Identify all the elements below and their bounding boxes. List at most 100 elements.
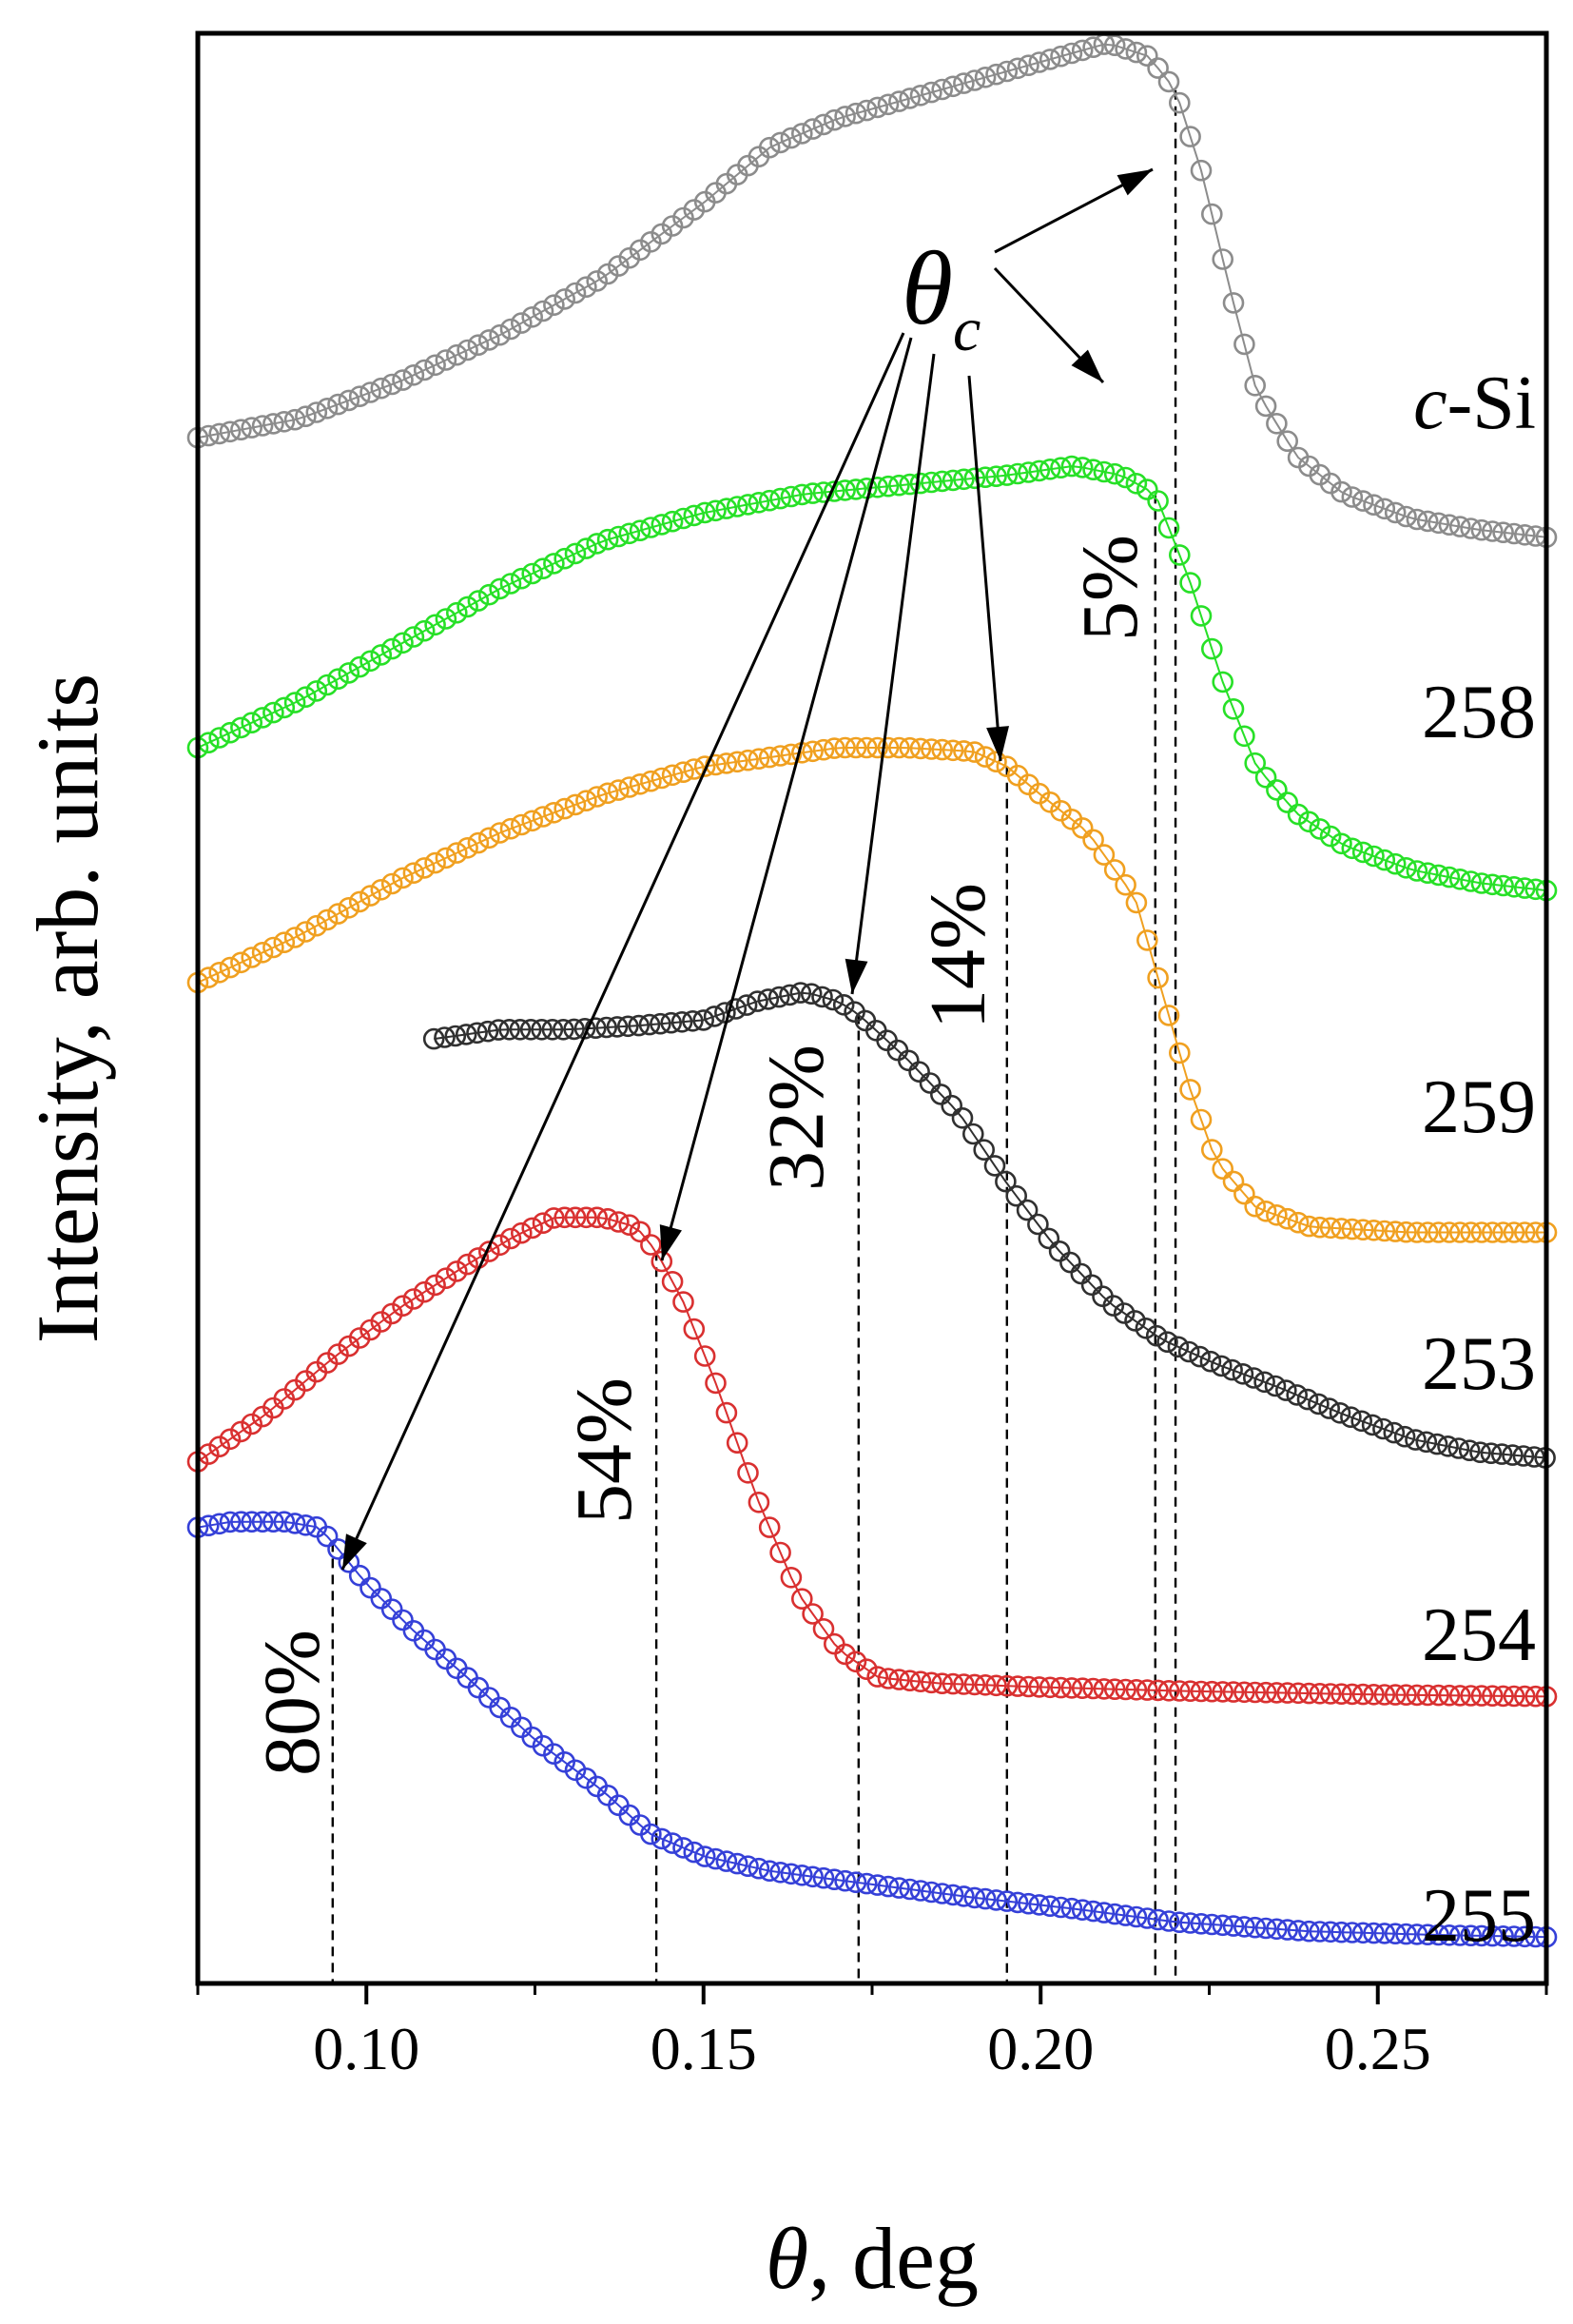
data-point (445, 343, 468, 366)
data-point (327, 668, 349, 691)
data-point (1212, 1681, 1233, 1703)
data-point (651, 514, 673, 536)
theta-c-arrows (340, 167, 1154, 1571)
data-point (608, 779, 630, 801)
data-point (769, 131, 791, 154)
theta-c-guide-lines (331, 89, 1177, 1983)
data-point (1115, 466, 1136, 489)
data-point (1039, 1895, 1061, 1917)
data-point (921, 81, 942, 104)
data-point (1276, 1682, 1298, 1704)
data-point (1363, 1922, 1385, 1944)
data-point (1363, 1220, 1385, 1241)
data-point (1492, 1925, 1514, 1947)
data-point (683, 1318, 706, 1340)
data-point (1179, 126, 1201, 147)
data-point (1060, 455, 1083, 478)
data-point (747, 990, 768, 1012)
data-point (640, 1823, 662, 1846)
data-point (845, 736, 867, 759)
data-point (1276, 1919, 1298, 1941)
data-point (251, 941, 274, 964)
data-point (672, 507, 694, 530)
data-point (1298, 1920, 1320, 1943)
data-point (1071, 1899, 1094, 1921)
data-point (616, 1015, 639, 1038)
data-point (1071, 1677, 1094, 1699)
data-point (618, 776, 641, 798)
data-point (996, 60, 1019, 83)
data-point (834, 479, 856, 501)
data-point (1189, 1345, 1211, 1368)
data-point (1179, 1680, 1201, 1702)
data-point (1308, 1393, 1330, 1416)
data-point (942, 1672, 964, 1695)
data-point (715, 1850, 738, 1872)
data-point (1103, 1678, 1126, 1700)
data-point (1145, 1324, 1168, 1347)
data-point (327, 1343, 349, 1365)
data-point (1125, 1679, 1148, 1701)
data-point (553, 547, 576, 570)
data-point (1244, 1916, 1266, 1939)
data-point (348, 1327, 371, 1349)
data-point (1179, 572, 1201, 594)
data-point (1395, 1221, 1417, 1243)
data-point (1244, 374, 1266, 397)
data-point (942, 469, 964, 492)
data-point (596, 782, 619, 805)
x-tick-label: 0.15 (651, 2015, 757, 2082)
data-point (1082, 36, 1104, 59)
data-point (921, 471, 942, 494)
data-point (532, 1734, 554, 1757)
data-point (1060, 1677, 1083, 1699)
data-point (780, 485, 803, 508)
data-point (608, 1211, 630, 1233)
data-point (1406, 1684, 1428, 1707)
data-point (866, 1874, 889, 1896)
data-point (1006, 1675, 1029, 1697)
data-point (543, 553, 565, 575)
data-point (942, 1884, 964, 1906)
data-point (705, 1372, 727, 1395)
data-point (543, 1207, 565, 1229)
data-point (909, 1670, 932, 1692)
data-point (802, 118, 824, 140)
data-point (1115, 1904, 1136, 1926)
data-point (586, 786, 609, 808)
data-point (1244, 1195, 1266, 1218)
percent-label-253: 32% (752, 1045, 841, 1191)
data-point (1070, 1262, 1093, 1285)
data-point (897, 1049, 920, 1072)
data-point (1222, 1681, 1245, 1703)
data-point (422, 1027, 445, 1050)
data-point (575, 1767, 597, 1789)
data-point (251, 415, 274, 437)
data-point (1351, 841, 1374, 864)
data-point (715, 498, 738, 519)
data-point (909, 472, 932, 495)
data-point (456, 836, 478, 859)
data-point (1232, 1363, 1254, 1385)
data-point (435, 847, 457, 869)
percent-label-254: 54% (560, 1377, 649, 1524)
data-point (1492, 874, 1514, 897)
data-point (531, 1019, 553, 1041)
data-point (1416, 510, 1439, 533)
x-axis-label-unit: , deg (808, 2210, 979, 2307)
data-point (651, 223, 673, 245)
data-point (748, 491, 770, 514)
data-point (283, 408, 306, 431)
data-point (564, 1206, 587, 1229)
data-point (370, 377, 393, 400)
data-point (1514, 1685, 1536, 1708)
data-point (499, 573, 522, 595)
data-point (251, 1511, 274, 1533)
data-point (543, 801, 565, 824)
data-point (693, 755, 716, 777)
data-point (985, 465, 1007, 488)
series-258 (186, 455, 1558, 902)
data-point (1028, 1894, 1051, 1916)
data-point (1319, 1683, 1342, 1705)
